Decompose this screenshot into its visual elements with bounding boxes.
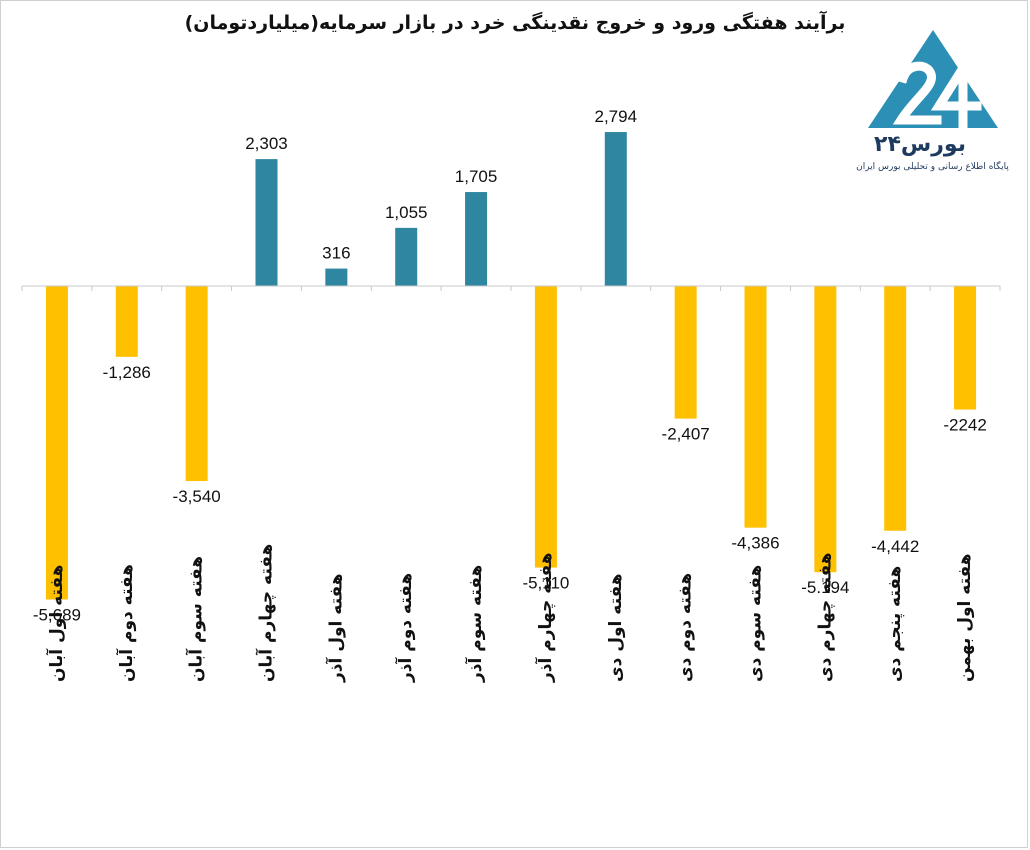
category-label-3: هفته چهارم آبان (255, 544, 277, 682)
bar-4 (325, 268, 348, 286)
bar-0 (45, 286, 68, 600)
data-label-6: 1,705 (455, 167, 498, 186)
data-label-0: -5,689 (33, 605, 81, 624)
bar-6 (465, 192, 488, 286)
data-label-3: 2,303 (245, 134, 288, 153)
bar-11 (814, 286, 837, 573)
category-label-6: هفته سوم آذر (464, 565, 486, 683)
bar-1 (115, 286, 138, 357)
data-label-2: -3,540 (173, 487, 221, 506)
bar-7 (534, 286, 557, 568)
bar-3 (255, 159, 278, 286)
bars-layer (21, 132, 1001, 600)
chart-title: برآیند هفتگی ورود و خروج نقدینگی خرد در … (184, 12, 846, 34)
data-label-9: -2,407 (662, 425, 710, 444)
bourse24-triangle-logo-icon (868, 30, 998, 129)
category-label-10: هفته سوم دی (746, 565, 766, 682)
category-label-2: هفته سوم آبان (185, 556, 207, 682)
data-label-1: -1,286 (103, 363, 151, 382)
bourse24-logo: بورس۲۴ پایگاه اطلاع رسانی و تحلیلی بورس … (845, 28, 1020, 178)
category-label-11: هفته چهارم دی (815, 552, 835, 682)
category-label-1: هفته دوم آبان (115, 564, 137, 682)
bar-10 (744, 286, 767, 528)
bar-13 (954, 286, 977, 410)
category-label-0: هفته اول آبان (45, 565, 67, 682)
category-label-8: هفته اول دی (606, 573, 626, 682)
data-label-5: 1,055 (385, 203, 428, 222)
data-label-8: 2,794 (595, 107, 638, 126)
bar-5 (395, 227, 418, 286)
category-label-9: هفته دوم دی (676, 573, 696, 682)
category-labels-layer: هفته اول آبان هفته دوم آبان هفته سوم آبان ه… (45, 544, 975, 683)
data-label-13: -2242 (943, 416, 986, 435)
category-label-5: هفته دوم آذر (394, 573, 416, 683)
bar-2 (185, 286, 208, 482)
logo-tagline: پایگاه اطلاع رسانی و تحلیلی بورس ایران (856, 162, 1009, 172)
category-label-13: هفته اول بهمن (955, 553, 975, 682)
data-label-11: -5.194 (801, 578, 849, 597)
category-label-4: هفته اول آذر (324, 573, 346, 683)
data-label-7: -5,110 (522, 574, 569, 593)
bar-12 (884, 286, 907, 531)
logo-brand-text: بورس۲۴ (874, 132, 966, 157)
data-label-12: -4,442 (871, 537, 919, 556)
bar-9 (674, 286, 697, 419)
data-label-10: -4,386 (731, 534, 779, 553)
data-label-4: 316 (322, 244, 350, 263)
category-label-7: هفته چهارم آذر (534, 552, 556, 683)
category-label-12: هفته پنجم دی (885, 566, 905, 682)
value-labels-layer: -5,689 -1,286 -3,540 2,303 316 1,055 1,705 -5,1… (33, 107, 987, 624)
bar-8 (604, 132, 627, 286)
